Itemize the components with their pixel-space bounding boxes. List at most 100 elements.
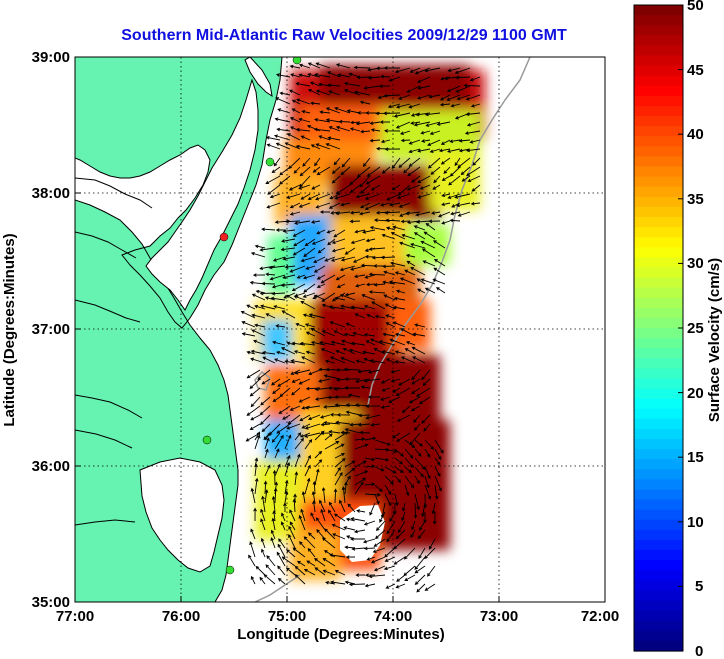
- velocity-arrow: [455, 202, 471, 208]
- velocity-arrow: [456, 94, 471, 101]
- velocity-arrow: [289, 405, 301, 411]
- velocity-arrow: [362, 538, 376, 544]
- velocity-arrow: [385, 358, 396, 364]
- velocity-arrow: [284, 434, 292, 450]
- velocity-arrow: [305, 405, 321, 410]
- velocity-arrow: [411, 175, 421, 183]
- velocity-arrow: [339, 499, 346, 513]
- velocity-arrow: [381, 166, 391, 174]
- velocity-arrow: [299, 414, 311, 422]
- velocity-arrow: [404, 457, 414, 468]
- velocity-arrow: [316, 283, 326, 289]
- velocity-arrow: [250, 357, 266, 364]
- colorbar-band: [634, 358, 683, 369]
- velocity-arrow: [370, 338, 386, 346]
- colorbar-band: [634, 610, 683, 622]
- velocity-arrow: [423, 231, 436, 240]
- velocity-arrow: [310, 512, 316, 522]
- velocity-arrow: [349, 210, 361, 215]
- velocity-arrow: [300, 256, 316, 263]
- velocity-arrow: [414, 565, 426, 574]
- velocity-arrow: [284, 265, 296, 269]
- velocity-arrow: [405, 341, 416, 346]
- colorbar-band: [634, 237, 683, 248]
- velocity-arrow: [430, 166, 441, 175]
- velocity-arrow: [414, 574, 426, 586]
- velocity-arrow: [362, 229, 376, 234]
- velocity-arrow: [350, 517, 366, 522]
- velocity-arrow: [373, 565, 386, 572]
- colorbar-band: [634, 449, 683, 460]
- velocity-arrow: [314, 72, 331, 78]
- velocity-arrow: [344, 292, 356, 297]
- velocity-arrow: [359, 430, 371, 435]
- velocity-arrow: [272, 340, 286, 346]
- velocity-arrow: [294, 453, 301, 468]
- velocity-arrow: [439, 94, 451, 101]
- colorbar-band: [634, 408, 683, 420]
- velocity-arrow: [370, 423, 381, 427]
- colorbar-tick-label: 25: [687, 320, 704, 337]
- velocity-arrow: [304, 323, 316, 328]
- velocity-arrow: [414, 439, 423, 447]
- velocity-arrow: [277, 565, 286, 576]
- velocity-arrow: [352, 331, 366, 337]
- velocity-arrow: [303, 283, 316, 293]
- velocity-arrow: [314, 157, 321, 167]
- velocity-arrow: [344, 386, 361, 390]
- velocity-arrow: [350, 238, 366, 245]
- velocity-arrow: [264, 489, 269, 504]
- velocity-arrow: [410, 242, 426, 249]
- velocity-arrow: [373, 348, 386, 355]
- velocity-arrow: [385, 226, 396, 231]
- pamlico-sound: [139, 457, 225, 573]
- velocity-arrow: [382, 280, 396, 285]
- velocity-arrow: [359, 211, 371, 216]
- velocity-arrow: [276, 423, 291, 434]
- velocity-arrow: [417, 94, 431, 100]
- velocity-arrow: [275, 73, 291, 78]
- velocity-arrow: [334, 431, 349, 441]
- velocity-arrow: [264, 437, 270, 450]
- velocity-arrow: [299, 432, 311, 438]
- velocity-arrow: [360, 263, 376, 268]
- colorbar-band: [634, 529, 683, 541]
- velocity-arrow: [331, 523, 346, 531]
- velocity-arrow: [461, 175, 471, 182]
- velocity-arrow: [315, 89, 331, 96]
- velocity-arrow: [450, 103, 461, 108]
- colorbar-band: [634, 509, 683, 521]
- velocity-arrow: [314, 558, 326, 567]
- velocity-arrow: [274, 117, 291, 123]
- velocity-arrow: [265, 313, 276, 319]
- velocity-arrow: [378, 340, 396, 346]
- velocity-arrow: [418, 396, 431, 405]
- velocity-arrow: [320, 508, 326, 522]
- velocity-arrow: [271, 495, 276, 513]
- velocity-arrow: [344, 467, 356, 477]
- velocity-arrow: [327, 136, 341, 141]
- velocity-arrow: [307, 547, 316, 558]
- velocity-arrow: [396, 574, 406, 582]
- velocity-arrow: [380, 74, 391, 79]
- velocity-arrow: [469, 76, 481, 82]
- velocity-arrow: [261, 350, 276, 355]
- velocity-arrow: [395, 67, 411, 74]
- velocity-arrow: [432, 511, 437, 525]
- velocity-arrow: [270, 537, 276, 549]
- velocity-arrow: [280, 521, 286, 531]
- velocity-arrow: [433, 175, 441, 184]
- velocity-arrow: [289, 64, 301, 69]
- velocity-arrow: [384, 147, 401, 151]
- velocity-arrow: [367, 369, 381, 374]
- x-tick-label: 73:00: [480, 608, 518, 625]
- colorbar-band: [634, 439, 683, 450]
- velocity-arrow: [329, 193, 341, 200]
- colorbar-band: [634, 600, 683, 612]
- velocity-arrow: [262, 356, 276, 364]
- colorbar-band: [634, 469, 683, 481]
- velocity-arrow: [264, 464, 271, 477]
- velocity-arrow: [396, 193, 411, 200]
- velocity-arrow: [368, 247, 386, 251]
- velocity-arrow: [420, 130, 431, 135]
